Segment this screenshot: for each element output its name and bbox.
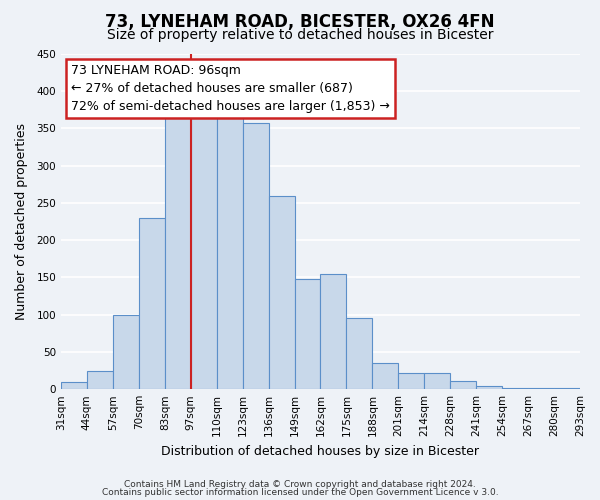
Bar [476,386,502,389]
Bar [398,373,424,389]
Y-axis label: Number of detached properties: Number of detached properties [15,123,28,320]
Bar [113,314,139,389]
Bar [139,218,165,389]
Text: 73 LYNEHAM ROAD: 96sqm
← 27% of detached houses are smaller (687)
72% of semi-de: 73 LYNEHAM ROAD: 96sqm ← 27% of detached… [71,64,390,113]
Text: Contains public sector information licensed under the Open Government Licence v : Contains public sector information licen… [101,488,499,497]
Bar [61,382,87,389]
Bar [450,381,476,389]
Bar [217,110,242,389]
Bar [191,110,217,389]
Bar [502,388,528,389]
Bar [346,318,373,389]
Bar [320,274,346,389]
Text: 73, LYNEHAM ROAD, BICESTER, OX26 4FN: 73, LYNEHAM ROAD, BICESTER, OX26 4FN [105,12,495,30]
Bar [554,388,580,389]
Bar [373,363,398,389]
Bar [269,196,295,389]
Text: Contains HM Land Registry data © Crown copyright and database right 2024.: Contains HM Land Registry data © Crown c… [124,480,476,489]
Text: Size of property relative to detached houses in Bicester: Size of property relative to detached ho… [107,28,493,42]
Bar [87,370,113,389]
Bar [528,388,554,389]
Bar [295,279,320,389]
Bar [424,373,450,389]
Bar [242,124,269,389]
Bar [165,118,191,389]
X-axis label: Distribution of detached houses by size in Bicester: Distribution of detached houses by size … [161,444,479,458]
